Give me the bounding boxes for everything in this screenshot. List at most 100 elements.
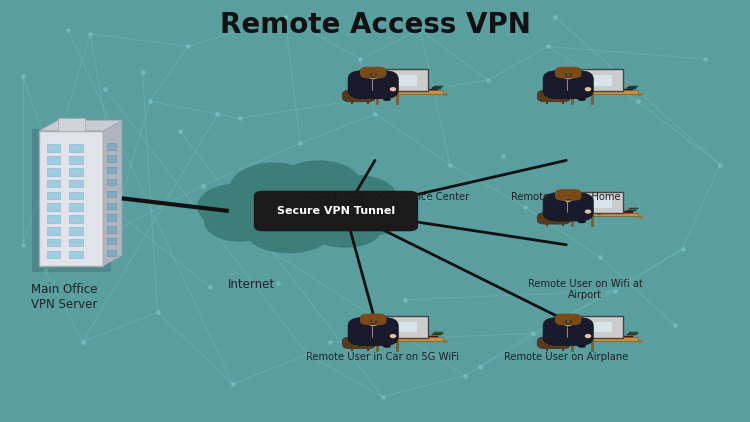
Point — [16, 241, 28, 248]
FancyBboxPatch shape — [543, 70, 593, 99]
Circle shape — [586, 335, 590, 338]
Point — [39, 267, 51, 273]
Ellipse shape — [320, 175, 398, 222]
Text: Remote Access VPN: Remote Access VPN — [220, 11, 530, 38]
FancyBboxPatch shape — [624, 335, 633, 337]
Point — [549, 14, 561, 20]
FancyBboxPatch shape — [46, 192, 60, 199]
Circle shape — [586, 88, 590, 91]
Point — [46, 157, 58, 164]
FancyBboxPatch shape — [69, 144, 82, 152]
FancyBboxPatch shape — [69, 227, 82, 235]
FancyBboxPatch shape — [360, 67, 386, 78]
FancyBboxPatch shape — [46, 203, 60, 211]
FancyBboxPatch shape — [46, 251, 60, 258]
Point — [136, 68, 148, 75]
Polygon shape — [443, 340, 448, 343]
Point — [84, 30, 96, 37]
Ellipse shape — [384, 345, 390, 347]
Ellipse shape — [579, 345, 585, 347]
Point — [669, 322, 681, 328]
FancyBboxPatch shape — [552, 337, 638, 341]
Ellipse shape — [248, 215, 330, 253]
Point — [594, 254, 606, 261]
FancyBboxPatch shape — [69, 168, 82, 176]
FancyBboxPatch shape — [537, 90, 570, 102]
FancyBboxPatch shape — [107, 203, 116, 209]
Text: Secure VPN Tunnel: Secure VPN Tunnel — [277, 206, 395, 216]
FancyBboxPatch shape — [626, 210, 635, 211]
Ellipse shape — [579, 98, 585, 100]
FancyBboxPatch shape — [371, 77, 375, 79]
FancyBboxPatch shape — [552, 90, 638, 94]
FancyBboxPatch shape — [555, 67, 581, 78]
FancyBboxPatch shape — [547, 74, 568, 98]
Point — [16, 73, 28, 79]
Point — [519, 203, 531, 210]
FancyBboxPatch shape — [434, 333, 443, 334]
Point — [182, 43, 194, 50]
FancyBboxPatch shape — [626, 334, 635, 335]
FancyBboxPatch shape — [46, 156, 60, 164]
FancyBboxPatch shape — [575, 69, 622, 91]
Point — [496, 153, 508, 160]
FancyBboxPatch shape — [107, 250, 116, 256]
Circle shape — [391, 335, 395, 338]
FancyBboxPatch shape — [46, 144, 60, 152]
Text: Remote User on Wifi at
Airport: Remote User on Wifi at Airport — [527, 279, 643, 300]
FancyBboxPatch shape — [107, 226, 116, 233]
FancyBboxPatch shape — [107, 167, 116, 173]
Point — [62, 26, 74, 33]
Point — [302, 351, 313, 358]
FancyBboxPatch shape — [69, 203, 82, 211]
FancyBboxPatch shape — [107, 238, 116, 244]
FancyBboxPatch shape — [566, 324, 570, 326]
Point — [174, 127, 186, 134]
FancyBboxPatch shape — [431, 87, 440, 89]
FancyBboxPatch shape — [537, 337, 570, 349]
Point — [609, 288, 621, 295]
Point — [399, 296, 411, 303]
Point — [204, 284, 216, 290]
FancyBboxPatch shape — [357, 337, 443, 341]
FancyBboxPatch shape — [390, 322, 418, 333]
Point — [144, 98, 156, 105]
Ellipse shape — [384, 98, 390, 100]
FancyBboxPatch shape — [254, 191, 419, 231]
Point — [699, 56, 711, 62]
Ellipse shape — [197, 184, 275, 230]
FancyBboxPatch shape — [69, 192, 82, 199]
Point — [196, 182, 208, 189]
Point — [369, 111, 381, 117]
FancyBboxPatch shape — [390, 75, 418, 86]
Ellipse shape — [579, 221, 585, 222]
FancyBboxPatch shape — [626, 87, 635, 89]
FancyBboxPatch shape — [39, 131, 104, 266]
Ellipse shape — [562, 194, 574, 201]
FancyBboxPatch shape — [585, 322, 613, 333]
Point — [211, 111, 223, 117]
Circle shape — [586, 210, 590, 213]
FancyBboxPatch shape — [348, 317, 398, 346]
FancyBboxPatch shape — [537, 213, 570, 224]
FancyBboxPatch shape — [575, 316, 622, 338]
FancyBboxPatch shape — [69, 215, 82, 223]
Point — [414, 26, 426, 33]
FancyBboxPatch shape — [380, 69, 427, 91]
FancyBboxPatch shape — [342, 90, 375, 102]
Point — [279, 14, 291, 20]
Point — [76, 338, 88, 345]
Circle shape — [391, 88, 395, 91]
FancyBboxPatch shape — [629, 333, 638, 334]
Point — [714, 161, 726, 168]
Text: Remote User at Home: Remote User at Home — [512, 192, 621, 202]
FancyBboxPatch shape — [431, 334, 440, 335]
Point — [294, 140, 306, 147]
FancyBboxPatch shape — [107, 155, 116, 162]
Polygon shape — [104, 120, 122, 266]
Ellipse shape — [562, 72, 574, 79]
Text: Remote User in Conference Center: Remote User in Conference Center — [296, 192, 470, 202]
FancyBboxPatch shape — [46, 215, 60, 223]
FancyBboxPatch shape — [69, 239, 82, 246]
Point — [676, 246, 688, 252]
